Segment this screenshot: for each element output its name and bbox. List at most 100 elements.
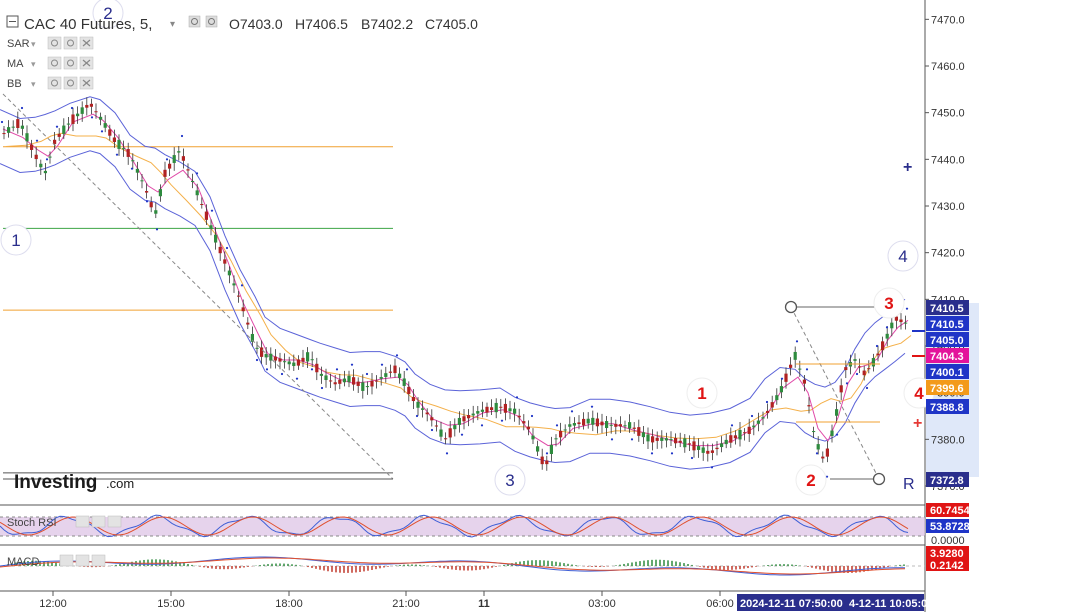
horizontal-levels xyxy=(3,146,393,474)
macd-label[interactable]: MACD xyxy=(7,556,39,568)
add-marker-red-icon[interactable]: + xyxy=(913,415,922,432)
drawing-handle[interactable] xyxy=(784,300,798,314)
stoch-settings-icon[interactable] xyxy=(91,515,106,528)
dropdown-icon[interactable]: ▾ xyxy=(170,19,175,30)
candle-body xyxy=(361,382,365,391)
wave-label[interactable]: 4 xyxy=(898,247,907,266)
sar-dot xyxy=(530,414,534,418)
time-axis[interactable]: 12:00 15:00 18:00 21:00 11 03:00 06:00 2024-12-… xyxy=(39,591,927,611)
indicator-settings-icon[interactable] xyxy=(47,56,62,70)
moving-average-pink xyxy=(2,113,909,447)
dropdown-icon[interactable]: ▾ xyxy=(31,79,36,89)
reset-marker-icon[interactable]: R xyxy=(903,476,915,493)
sar-dot xyxy=(225,246,229,250)
candle-body xyxy=(301,357,305,362)
sar-dot xyxy=(610,438,614,441)
time-tick-label: 15:00 xyxy=(157,598,185,610)
candle-body xyxy=(352,377,356,385)
candle-body xyxy=(365,386,369,388)
candle-body xyxy=(310,359,314,361)
sar-dot xyxy=(805,368,809,371)
sar-dot xyxy=(295,377,299,380)
stoch-settings-icon[interactable] xyxy=(107,515,122,528)
indicator-legend[interactable]: SAR ▾MA ▾BB ▾ xyxy=(7,36,94,90)
macd-settings-icon[interactable] xyxy=(91,554,106,567)
settings-icon[interactable] xyxy=(188,15,201,28)
macd-settings-icon[interactable] xyxy=(75,554,90,567)
candle-body xyxy=(177,151,181,153)
wave-label[interactable]: 3 xyxy=(884,294,893,313)
time-tick-label: 18:00 xyxy=(275,598,303,610)
wave-label-circle xyxy=(795,464,827,496)
price-badge-label: 7405.0 xyxy=(930,335,964,347)
indicator-settings-icon[interactable] xyxy=(47,36,62,50)
indicator-legend-label[interactable]: SAR xyxy=(7,38,30,50)
wave-label[interactable]: 1 xyxy=(11,231,20,250)
candle-body xyxy=(11,126,15,128)
candle-body xyxy=(30,144,34,150)
candle-body xyxy=(490,407,494,411)
wave-label[interactable]: 1 xyxy=(697,384,706,403)
add-marker-icon[interactable]: + xyxy=(903,159,912,176)
sar-dot xyxy=(45,158,49,161)
wave-label-circle xyxy=(887,240,919,272)
wave-label[interactable]: 4 xyxy=(914,384,924,403)
candle-body xyxy=(264,354,268,358)
macd-signal-line xyxy=(0,557,906,575)
indicator-visibility-icon[interactable] xyxy=(63,76,78,90)
drawing-handle[interactable] xyxy=(872,472,886,486)
candle-body xyxy=(807,405,811,407)
sar-dot xyxy=(630,438,634,441)
candle-body xyxy=(16,119,20,128)
price-tick-label: 7470.0 xyxy=(931,14,965,26)
dropdown-icon[interactable]: ▾ xyxy=(31,39,36,49)
stoch-rsi-label[interactable]: Stoch RSI xyxy=(7,517,57,529)
indicator-legend-label[interactable]: BB xyxy=(7,78,22,90)
price-badge-label: 7388.8 xyxy=(930,402,964,414)
candle-body xyxy=(388,371,392,373)
fib-trendline[interactable] xyxy=(2,93,394,480)
sar-dot xyxy=(320,386,324,390)
sar-dot xyxy=(405,368,409,371)
time-tick-label: 03:00 xyxy=(588,598,616,610)
sar-dot xyxy=(70,106,74,110)
candle-body xyxy=(448,428,452,438)
stoch-value-blue: 53.8728 xyxy=(930,521,970,533)
sar-dot xyxy=(350,363,354,366)
wave-label[interactable]: 3 xyxy=(505,471,514,490)
indicator-visibility-icon[interactable] xyxy=(63,56,78,70)
indicator-settings-icon[interactable] xyxy=(47,76,62,90)
candlesticks xyxy=(0,97,909,478)
sar-dot xyxy=(650,452,654,455)
stoch-value-red: 60.7454 xyxy=(930,505,971,517)
sar-dot xyxy=(365,372,369,376)
price-badge xyxy=(926,316,969,331)
macd-settings-icon[interactable] xyxy=(59,554,74,567)
price-badge xyxy=(926,300,969,315)
candle-body xyxy=(825,448,829,457)
candle-body xyxy=(39,163,43,168)
candle-body xyxy=(890,322,894,329)
visibility-icon[interactable] xyxy=(205,15,218,28)
macd-line xyxy=(0,556,905,576)
wave-label[interactable]: 2 xyxy=(806,471,815,490)
indicator-visibility-icon[interactable] xyxy=(63,36,78,50)
candle-body xyxy=(181,156,185,161)
stoch-settings-icon[interactable] xyxy=(75,515,90,528)
collapse-icon[interactable] xyxy=(6,15,19,28)
candle-body xyxy=(747,426,751,434)
candle-body xyxy=(122,148,126,150)
drawing-tools[interactable] xyxy=(2,93,890,486)
elliott-wave-labels[interactable]: 1 2 3 4 1 2 3 4 xyxy=(0,0,935,496)
indicator-legend-label[interactable]: MA xyxy=(7,58,24,70)
candle-body xyxy=(112,137,116,142)
candle-body xyxy=(480,409,484,412)
fib-trendline-2[interactable] xyxy=(790,306,880,480)
wave-label[interactable]: 2 xyxy=(103,4,112,23)
stoch-rsi-panel[interactable]: Stoch RSI 60.7454 53.8728 0.0000 xyxy=(0,503,971,547)
dropdown-icon[interactable]: ▾ xyxy=(31,59,36,69)
candle-body xyxy=(85,104,89,108)
sar-dot xyxy=(795,340,799,343)
